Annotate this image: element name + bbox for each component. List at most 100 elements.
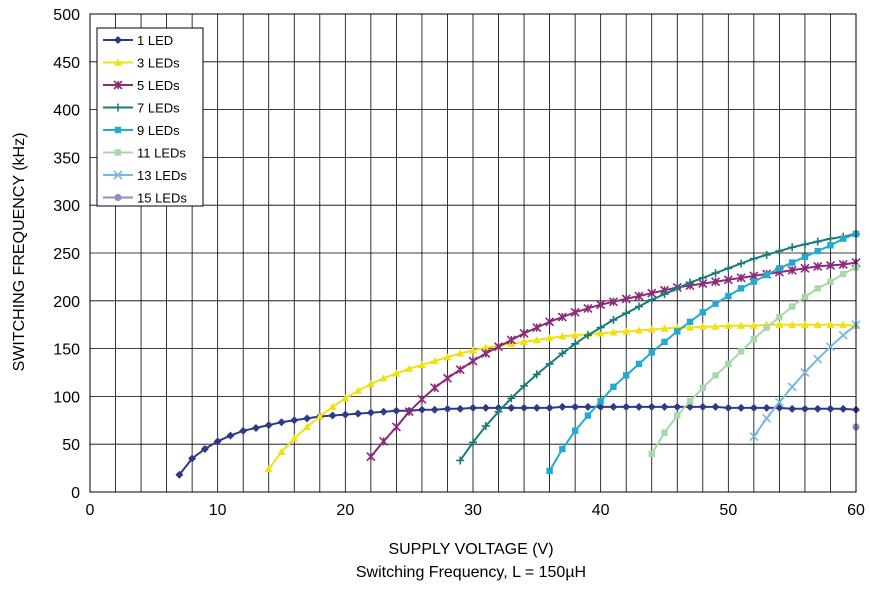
legend-marker: [114, 193, 122, 202]
y-tick-label: 250: [53, 246, 80, 263]
data-point: [801, 253, 809, 261]
legend-entry: 11 LEDs: [103, 146, 186, 161]
data-point: [519, 328, 529, 338]
data-point: [328, 411, 337, 420]
data-point: [546, 467, 553, 475]
data-point: [787, 382, 797, 392]
series-layer: [175, 229, 861, 479]
data-point: [455, 365, 465, 375]
grid: [90, 14, 856, 492]
data-point: [341, 410, 350, 419]
data-point: [825, 342, 836, 352]
data-point: [827, 242, 834, 249]
x-axis-title: SUPPLY VOLTAGE (V): [388, 541, 553, 558]
data-point: [647, 288, 657, 298]
data-point: [723, 275, 733, 285]
data-point: [303, 414, 312, 423]
data-point: [788, 404, 797, 413]
legend-entry: 5 LEDs: [103, 78, 180, 93]
data-point: [749, 254, 758, 263]
data-point: [698, 402, 707, 411]
data-point: [635, 360, 643, 368]
data-point: [571, 402, 580, 411]
legend-marker: [114, 103, 122, 112]
data-point: [341, 394, 350, 402]
data-point: [608, 297, 618, 307]
data-point: [328, 402, 337, 411]
data-point: [826, 320, 835, 328]
data-point: [698, 322, 707, 330]
data-point: [290, 434, 299, 442]
data-point: [175, 470, 184, 479]
data-point: [264, 465, 273, 473]
data-point: [622, 327, 631, 335]
data-point: [736, 273, 746, 283]
data-point: [557, 312, 567, 322]
legend-label: 1 LED: [137, 33, 173, 48]
data-point: [800, 263, 810, 273]
data-point: [443, 353, 452, 361]
x-tick-label: 10: [209, 502, 227, 519]
data-point: [813, 261, 823, 271]
data-point: [354, 386, 363, 394]
data-point: [558, 332, 567, 340]
data-point: [583, 331, 592, 340]
legend-entry: 9 LEDs: [103, 123, 180, 138]
legend-box: [96, 27, 204, 207]
y-tick-label: 450: [53, 55, 80, 72]
data-point: [315, 412, 324, 420]
x-tick-label: 30: [464, 502, 482, 519]
series-1: [175, 402, 860, 479]
data-point: [724, 403, 733, 412]
data-point: [724, 321, 733, 329]
data-point: [239, 426, 248, 435]
legend-marker: [114, 36, 122, 44]
data-point: [814, 247, 821, 255]
data-point: [251, 423, 260, 432]
data-point: [583, 402, 592, 411]
axes: [89, 13, 857, 493]
x-tick-label: 50: [719, 502, 737, 519]
y-tick-label: 200: [53, 294, 80, 311]
data-point: [200, 444, 209, 453]
data-point: [417, 394, 427, 404]
x-tick-label: 0: [86, 502, 95, 519]
legend-label: 11 LEDs: [137, 146, 186, 161]
series-line: [178, 405, 857, 476]
data-point: [711, 402, 720, 411]
data-point: [532, 370, 541, 379]
data-point: [762, 403, 771, 412]
y-tick-label: 150: [53, 342, 80, 359]
legend-label: 13 LEDs: [137, 168, 187, 183]
data-point: [506, 335, 516, 345]
data-point: [596, 300, 606, 310]
data-point: [712, 300, 719, 307]
data-point: [596, 323, 605, 332]
data-point: [354, 409, 363, 418]
data-point: [813, 404, 822, 413]
data-point: [481, 403, 490, 412]
data-point: [673, 284, 682, 293]
data-point: [647, 325, 656, 333]
data-point: [725, 360, 732, 368]
data-point: [674, 412, 681, 419]
data-point: [800, 240, 809, 249]
data-point: [532, 335, 541, 344]
data-point: [801, 293, 809, 301]
data-point: [404, 407, 414, 417]
data-point: [520, 381, 529, 390]
data-point: [648, 349, 655, 356]
data-point: [379, 436, 389, 446]
data-point: [366, 452, 376, 462]
data-point: [558, 349, 567, 358]
data-point: [571, 339, 580, 348]
data-point: [686, 397, 694, 405]
data-point: [774, 397, 784, 407]
data-point: [405, 364, 414, 372]
data-point: [699, 384, 706, 391]
data-point: [430, 405, 439, 414]
data-point: [469, 346, 477, 354]
data-point: [417, 405, 426, 414]
y-tick-label: 350: [53, 150, 80, 167]
